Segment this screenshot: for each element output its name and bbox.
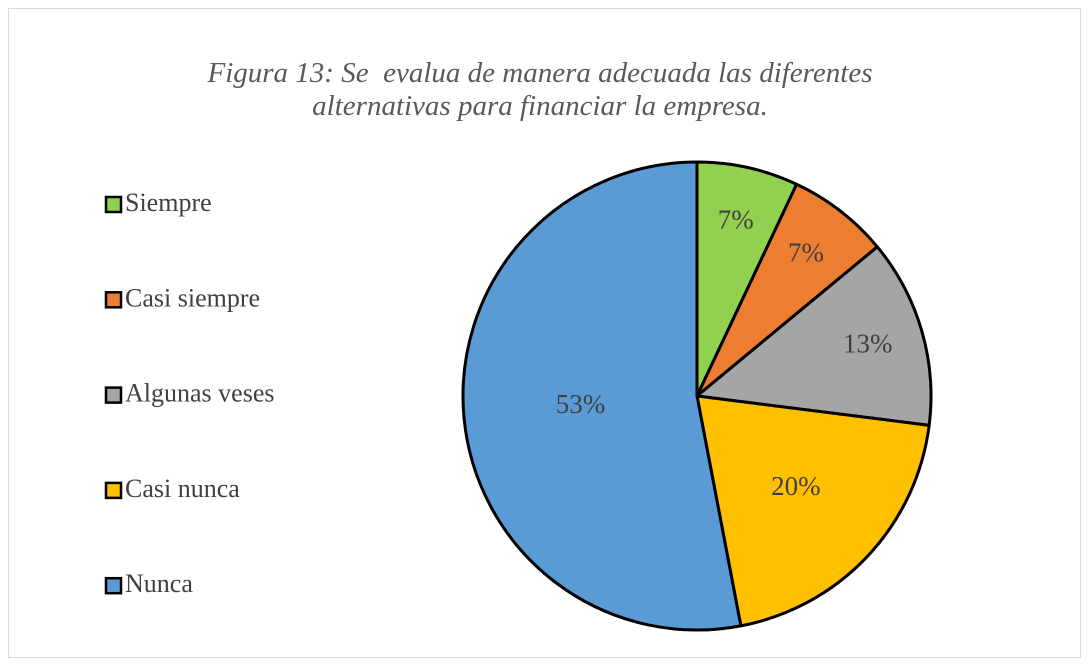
data-label: 13% bbox=[843, 329, 893, 359]
data-label: 7% bbox=[788, 238, 824, 268]
chart-title: Figura 13: Se evalua de manera adecuada … bbox=[207, 57, 880, 122]
pie-slice bbox=[695, 182, 879, 398]
legend-swatch bbox=[104, 291, 123, 309]
legend-swatch bbox=[104, 576, 123, 595]
legend-label: Casi nunca bbox=[125, 474, 240, 503]
legend-label: Algunas veses bbox=[125, 379, 274, 408]
legend-swatch bbox=[104, 195, 123, 214]
pie-slice bbox=[461, 160, 743, 632]
pie-slice bbox=[695, 245, 933, 427]
legend-label: Siempre bbox=[125, 188, 212, 217]
legend-label: Casi siempre bbox=[125, 283, 260, 312]
legend-label: Nunca bbox=[125, 569, 193, 598]
pie-slice bbox=[695, 160, 799, 398]
data-label: 20% bbox=[771, 471, 821, 501]
data-label: 7% bbox=[718, 205, 754, 235]
data-label: 53% bbox=[556, 389, 606, 419]
legend-swatch bbox=[104, 481, 123, 500]
legend-swatch bbox=[104, 386, 123, 404]
pie-slice bbox=[695, 394, 931, 628]
chart-border bbox=[8, 8, 1081, 658]
